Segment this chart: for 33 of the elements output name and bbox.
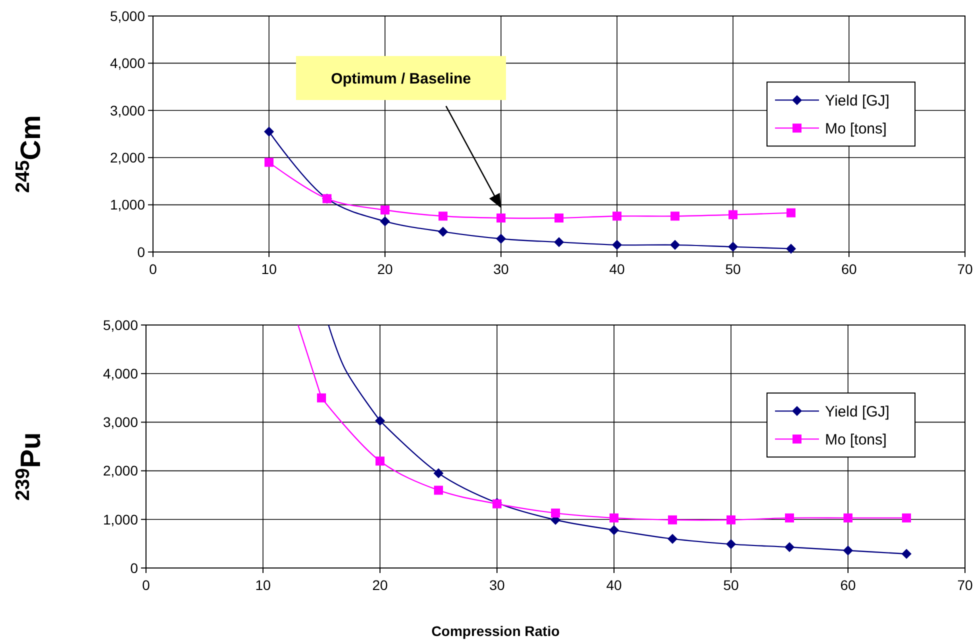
- y-tick-label: 3,000: [102, 414, 138, 430]
- x-tick-label: 20: [377, 261, 393, 277]
- x-tick-label: 20: [372, 577, 388, 593]
- legend-label: Yield [GJ]: [825, 403, 890, 420]
- x-tick-label: 70: [957, 261, 973, 277]
- y-tick-label: 1,000: [110, 196, 146, 213]
- x-tick-label: 10: [261, 261, 277, 277]
- legend-label: Yield [GJ]: [825, 92, 890, 110]
- x-tick-label: 30: [489, 577, 505, 593]
- legend-label: Mo [tons]: [825, 120, 887, 138]
- y-tick-label: 3,000: [110, 102, 146, 118]
- x-tick-label: 50: [723, 577, 739, 593]
- y-tick-label: 4,000: [110, 55, 146, 72]
- x-tick-label: 10: [255, 577, 271, 593]
- x-axis-title: Compression Ratio: [431, 623, 560, 639]
- y-tick-label: 0: [130, 560, 138, 576]
- legend-label: Mo [tons]: [825, 431, 887, 448]
- y-tick-label: 2,000: [102, 462, 138, 479]
- x-tick-label: 60: [841, 261, 857, 277]
- x-tick-label: 50: [725, 261, 741, 277]
- x-tick-label: 0: [149, 261, 158, 277]
- y-tick-label: 5,000: [102, 316, 138, 333]
- y-tick-label: 0: [137, 244, 146, 260]
- x-tick-label: 40: [606, 577, 622, 593]
- y-tick-label: 4,000: [102, 366, 138, 382]
- annotation: Optimum / Baseline: [330, 70, 472, 88]
- x-tick-label: 70: [957, 577, 973, 593]
- y-tick-label: 2,000: [110, 150, 146, 166]
- x-tick-label: 60: [840, 577, 856, 593]
- y-tick-label: 5,000: [110, 8, 146, 24]
- x-tick-label: 30: [493, 261, 509, 277]
- x-tick-label: 40: [609, 261, 625, 277]
- y-tick-label: 1,000: [102, 511, 138, 528]
